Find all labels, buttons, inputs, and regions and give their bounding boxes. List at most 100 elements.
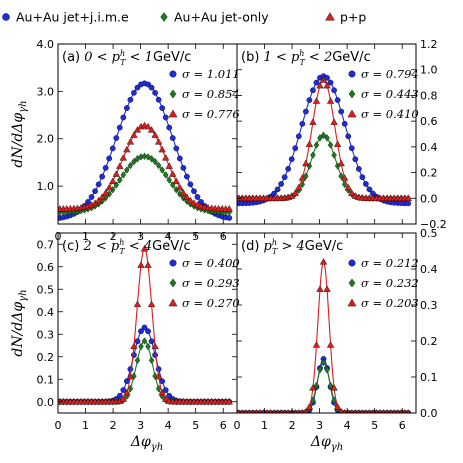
data-point bbox=[117, 176, 123, 184]
y-tick-label: 0.6 bbox=[420, 115, 438, 128]
data-point bbox=[312, 97, 321, 104]
data-point bbox=[158, 388, 166, 396]
data-point bbox=[169, 170, 177, 177]
data-point bbox=[291, 189, 299, 196]
data-point bbox=[303, 172, 309, 180]
data-point bbox=[313, 381, 320, 390]
legend-marker bbox=[160, 12, 168, 22]
legend-label: p+p bbox=[340, 10, 366, 25]
data-point bbox=[162, 387, 169, 393]
data-point bbox=[105, 183, 113, 191]
data-point bbox=[144, 122, 152, 130]
data-point bbox=[147, 300, 156, 308]
panel-label: (d) ph T > 4GeV/c bbox=[241, 238, 343, 256]
data-point bbox=[152, 157, 158, 166]
data-point bbox=[316, 285, 324, 292]
panel-frame bbox=[236, 232, 417, 414]
sigma-label: σ = 0.232 bbox=[361, 276, 419, 290]
data-point bbox=[133, 300, 142, 308]
y-tick-label: 0.4 bbox=[420, 263, 438, 276]
x-tick-label: 2 bbox=[289, 419, 296, 432]
data-point bbox=[159, 105, 166, 111]
plot-area bbox=[237, 73, 412, 207]
data-point bbox=[148, 84, 155, 91]
data-point bbox=[180, 165, 187, 171]
legend-item: Au+Au jet+j.i.m.e bbox=[2, 10, 129, 25]
y-tick-label: 0.6 bbox=[37, 261, 55, 274]
data-point bbox=[359, 174, 366, 181]
data-point bbox=[123, 105, 130, 111]
sigma-label: σ = 1.011 bbox=[182, 67, 240, 81]
y-axis-title-top: dN/dΔφγh bbox=[10, 100, 29, 167]
x-tick-label: 5 bbox=[192, 419, 199, 432]
sigma-marker bbox=[169, 70, 177, 78]
data-point bbox=[324, 366, 330, 374]
data-point bbox=[106, 155, 113, 162]
data-point bbox=[120, 171, 127, 179]
x-tick-label: 1 bbox=[82, 419, 89, 432]
data-point bbox=[363, 181, 369, 187]
sigma-marker bbox=[347, 109, 357, 118]
data-point bbox=[319, 76, 328, 83]
sigma-marker bbox=[348, 278, 356, 288]
sigma-marker bbox=[168, 298, 178, 307]
data-point bbox=[154, 138, 163, 145]
sigma-label: σ = 0.410 bbox=[361, 107, 419, 121]
data-point bbox=[134, 338, 141, 345]
y-tick-label: 0.1 bbox=[37, 373, 55, 386]
data-point bbox=[331, 87, 337, 94]
data-point bbox=[338, 408, 344, 413]
data-point bbox=[302, 159, 310, 167]
data-point bbox=[344, 183, 352, 191]
x-tick-label: 6 bbox=[399, 419, 406, 432]
series-line bbox=[58, 340, 232, 403]
y-tick-label: 0.2 bbox=[37, 351, 55, 364]
data-point bbox=[338, 108, 345, 115]
sigma-marker bbox=[347, 298, 357, 307]
data-point bbox=[317, 366, 323, 374]
data-point bbox=[147, 126, 156, 133]
data-point bbox=[158, 145, 166, 153]
data-point bbox=[148, 155, 155, 163]
sigma-label: σ = 0.203 bbox=[361, 296, 419, 310]
panel-d: 0 1 2 3 4 5 6 0.0 0.1 0.2 0.3 0.4 0.5 (d) ph T > 4GeV/… bbox=[234, 227, 438, 432]
data-point bbox=[316, 81, 324, 89]
data-point bbox=[338, 172, 344, 180]
data-point bbox=[119, 395, 128, 402]
data-point bbox=[162, 154, 170, 161]
data-point bbox=[183, 193, 191, 200]
data-point bbox=[166, 176, 172, 184]
data-point bbox=[145, 328, 151, 335]
sigma-label: σ = 0.794 bbox=[361, 67, 419, 81]
data-point bbox=[131, 157, 137, 166]
data-point bbox=[134, 356, 141, 364]
data-point bbox=[102, 165, 109, 171]
sigma-label: σ = 0.443 bbox=[361, 87, 419, 101]
y-tick-label: 0.7 bbox=[37, 238, 55, 251]
data-point bbox=[176, 183, 184, 191]
y-tick-label: 0.5 bbox=[37, 283, 55, 296]
data-point bbox=[169, 135, 176, 141]
y-tick-label: 1.2 bbox=[420, 38, 438, 51]
data-point bbox=[194, 194, 201, 200]
y-tick-label: 4.0 bbox=[37, 38, 55, 51]
x-tick-label: 5 bbox=[371, 419, 378, 432]
y-tick-label: 0.2 bbox=[420, 167, 438, 180]
data-point bbox=[333, 140, 342, 147]
data-point bbox=[88, 194, 95, 200]
data-point bbox=[138, 328, 144, 335]
data-point bbox=[101, 189, 110, 196]
data-point bbox=[313, 79, 320, 86]
sigma-marker bbox=[169, 278, 177, 288]
series-line bbox=[237, 358, 411, 413]
data-point bbox=[162, 171, 169, 179]
panel-a: 0 1 2 3 4 5 61.02.03.04.0(a) 0 < ph T < 1GeV/cσ… bbox=[37, 38, 240, 243]
data-point bbox=[278, 181, 285, 187]
sigma-marker bbox=[348, 70, 356, 78]
axis-labels: dN/dΔφγh dN/dΔφγh Δφγh Δφγh bbox=[10, 100, 343, 453]
series-line bbox=[58, 124, 232, 210]
data-point bbox=[154, 372, 163, 380]
data-point bbox=[165, 162, 173, 169]
data-point bbox=[92, 188, 98, 195]
